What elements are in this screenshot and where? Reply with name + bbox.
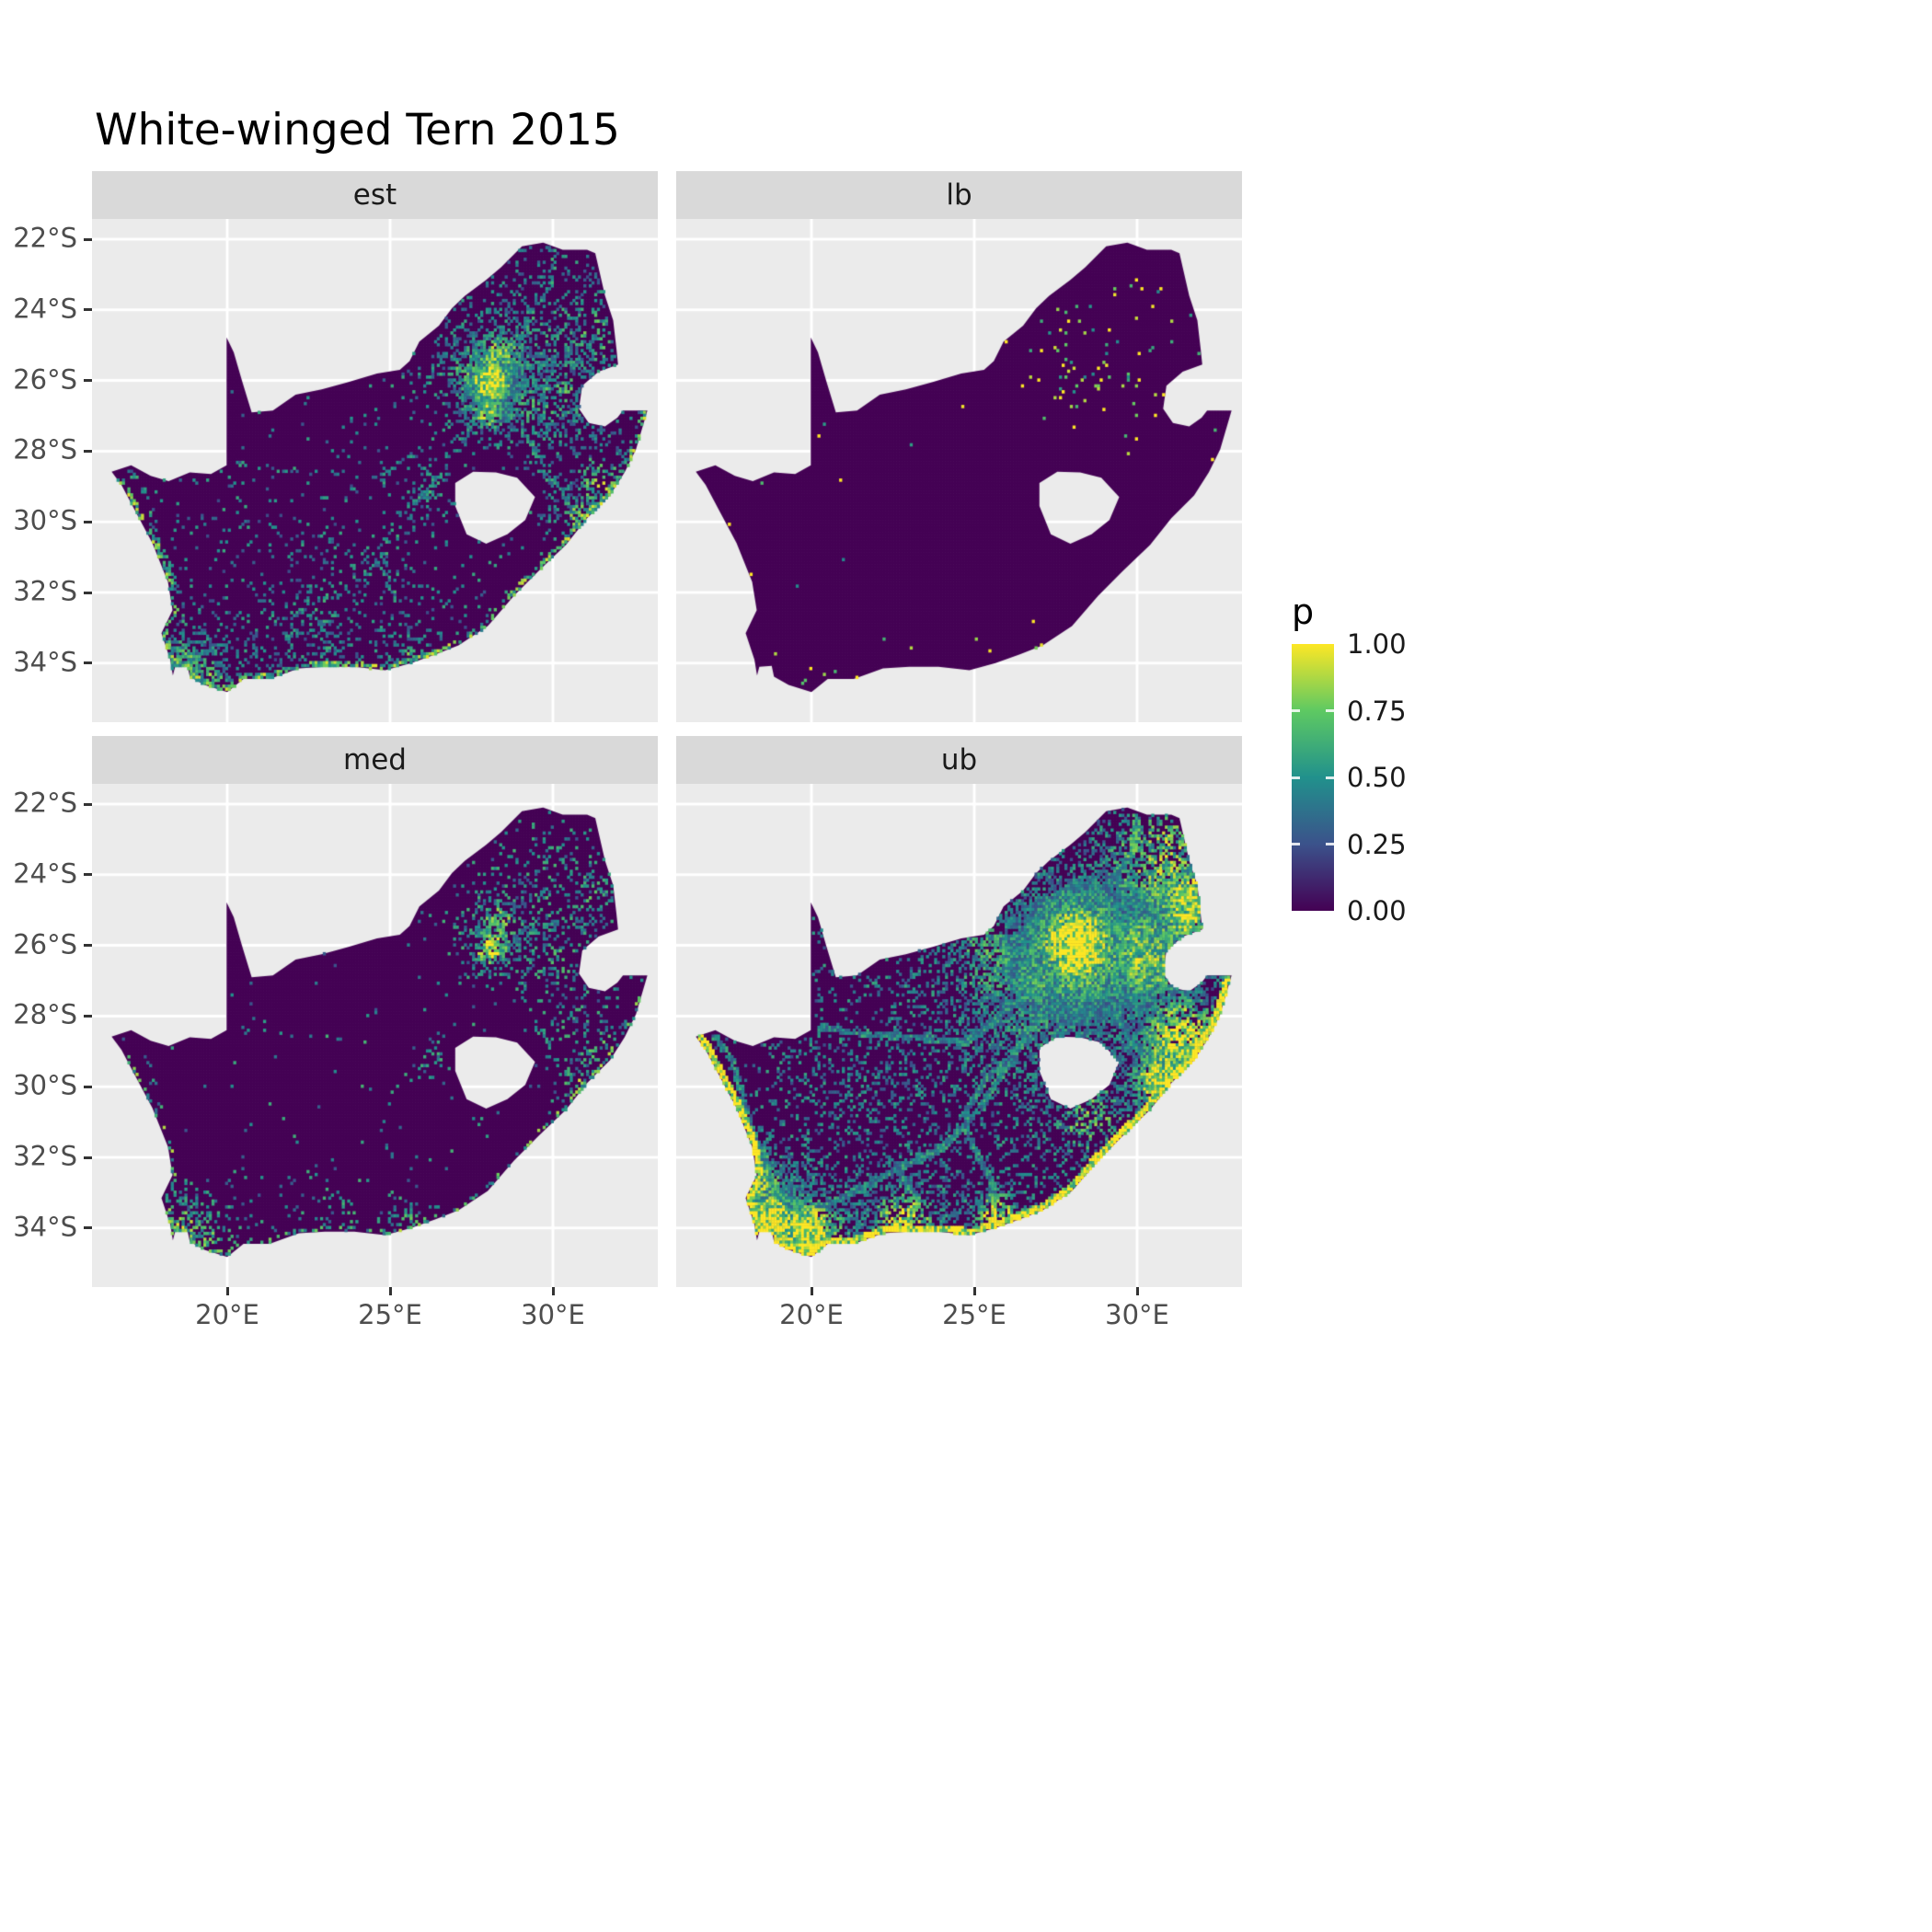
x-tick xyxy=(972,1287,976,1295)
facet-strip-label-ub: ub xyxy=(940,743,978,776)
y-tick-label: 32°S xyxy=(13,575,77,607)
y-tick xyxy=(84,802,92,806)
legend-tick-label: 1.00 xyxy=(1347,628,1407,660)
y-tick xyxy=(84,661,92,665)
x-tick xyxy=(388,1287,392,1295)
y-tick-label: 28°S xyxy=(13,433,77,466)
y-tick xyxy=(84,1085,92,1088)
map-panel-lb xyxy=(676,219,1242,722)
x-tick xyxy=(551,1287,555,1295)
y-tick-label: 26°S xyxy=(13,927,77,960)
y-tick-label: 34°S xyxy=(13,1211,77,1243)
facet-strip-label-med: med xyxy=(343,743,407,776)
legend-tick-label: 0.50 xyxy=(1347,762,1407,793)
legend-colorbar-tick xyxy=(1292,776,1300,779)
y-tick xyxy=(84,379,92,383)
plot-title: White-winged Tern 2015 xyxy=(95,105,620,155)
facet-strip-med: med xyxy=(92,736,658,784)
map-panel-est xyxy=(92,219,658,722)
y-tick-label: 22°S xyxy=(13,787,77,819)
y-tick-label: 22°S xyxy=(13,222,77,254)
y-tick xyxy=(84,520,92,523)
x-tick-label: 20°E xyxy=(195,1299,259,1330)
map-panel-med xyxy=(92,784,658,1287)
y-tick xyxy=(84,1014,92,1018)
legend-tick-label: 0.25 xyxy=(1347,828,1407,860)
legend-tick-label: 0.00 xyxy=(1347,895,1407,926)
y-tick xyxy=(84,308,92,312)
x-tick-label: 20°E xyxy=(779,1299,844,1330)
y-tick-label: 24°S xyxy=(13,857,77,890)
legend-colorbar-tick xyxy=(1292,709,1300,712)
x-tick xyxy=(810,1287,813,1295)
y-tick-label: 30°S xyxy=(13,1069,77,1101)
facet-strip-ub: ub xyxy=(676,736,1242,784)
legend-tick-label: 0.75 xyxy=(1347,695,1407,727)
legend-colorbar-tick xyxy=(1326,776,1334,779)
facet-strip-label-est: est xyxy=(352,178,397,212)
y-tick xyxy=(84,1156,92,1159)
map-panel-ub xyxy=(676,784,1242,1287)
legend-colorbar-tick xyxy=(1326,709,1334,712)
facet-strip-est: est xyxy=(92,171,658,219)
x-tick-label: 30°E xyxy=(1105,1299,1169,1330)
x-tick xyxy=(1135,1287,1139,1295)
y-tick-label: 28°S xyxy=(13,998,77,1030)
y-tick xyxy=(84,873,92,877)
x-tick xyxy=(225,1287,229,1295)
y-tick xyxy=(84,944,92,948)
legend-colorbar-tick xyxy=(1292,843,1300,845)
y-tick-label: 24°S xyxy=(13,293,77,325)
legend-title: p xyxy=(1292,592,1315,632)
y-tick-label: 30°S xyxy=(13,504,77,536)
y-tick-label: 26°S xyxy=(13,362,77,395)
x-tick-label: 25°E xyxy=(358,1299,422,1330)
y-tick xyxy=(84,449,92,453)
y-tick xyxy=(84,1226,92,1230)
facet-strip-lb: lb xyxy=(676,171,1242,219)
y-tick xyxy=(84,591,92,594)
y-tick xyxy=(84,237,92,241)
x-tick-label: 25°E xyxy=(942,1299,1006,1330)
y-tick-label: 32°S xyxy=(13,1140,77,1172)
x-tick-label: 30°E xyxy=(521,1299,585,1330)
y-tick-label: 34°S xyxy=(13,646,77,678)
legend-colorbar-tick xyxy=(1326,843,1334,845)
facet-strip-label-lb: lb xyxy=(946,178,972,212)
